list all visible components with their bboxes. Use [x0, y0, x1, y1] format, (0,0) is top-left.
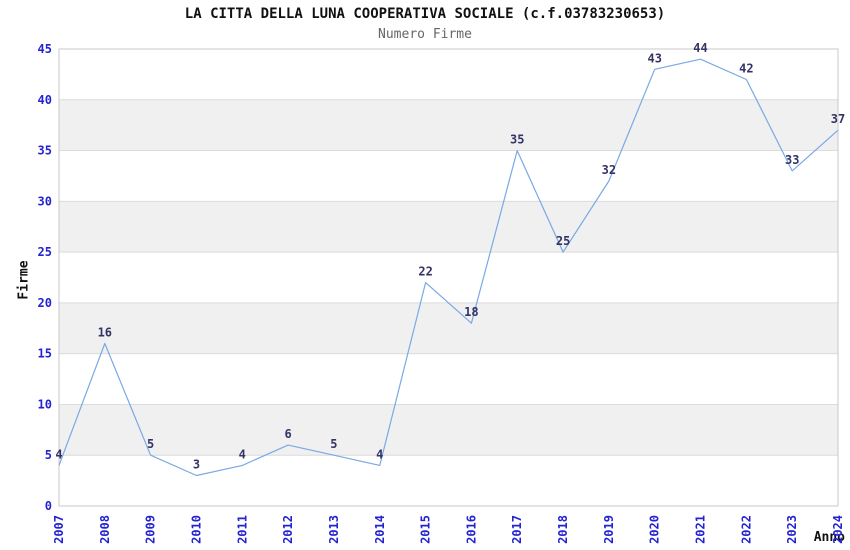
- x-tick-label: 2014: [373, 515, 387, 544]
- data-point-label: 4: [376, 447, 383, 461]
- x-tick-label: 2011: [235, 515, 249, 544]
- y-tick-label: 40: [38, 93, 52, 107]
- y-tick-label: 10: [38, 397, 52, 411]
- x-tick-label: 2021: [694, 515, 708, 544]
- x-tick-label: 2023: [785, 515, 799, 544]
- x-tick-label: 2024: [831, 515, 845, 544]
- y-tick-label: 25: [38, 245, 52, 259]
- y-tick-label: 20: [38, 296, 52, 310]
- data-point-label: 35: [510, 133, 524, 147]
- x-tick-label: 2008: [98, 515, 112, 544]
- y-tick-label: 45: [38, 42, 52, 56]
- plot-band: [59, 201, 838, 253]
- data-point-label: 18: [464, 305, 478, 319]
- data-point-label: 42: [739, 62, 753, 76]
- plot-band: [59, 404, 838, 456]
- data-point-label: 22: [418, 265, 432, 279]
- data-point-label: 4: [55, 447, 62, 461]
- data-point-label: 33: [785, 153, 799, 167]
- x-tick-label: 2016: [464, 515, 478, 544]
- x-tick-label: 2015: [419, 515, 433, 544]
- plot-band: [59, 302, 838, 354]
- data-point-label: 16: [98, 326, 112, 340]
- x-tick-label: 2013: [327, 515, 341, 544]
- x-tick-label: 2022: [739, 515, 753, 544]
- x-tick-label: 2007: [52, 515, 66, 544]
- data-line: [58, 58, 839, 477]
- data-point-label: 32: [602, 163, 616, 177]
- data-point-label: 43: [647, 51, 661, 65]
- y-tick-label: 5: [45, 448, 52, 462]
- y-tick-label: 30: [38, 194, 52, 208]
- x-tick-label: 2020: [648, 515, 662, 544]
- x-axis-label: Anno: [813, 530, 845, 545]
- x-tick-label: 2017: [510, 515, 524, 544]
- x-tick-label: 2012: [281, 515, 295, 544]
- data-point-label: 4: [239, 447, 246, 461]
- plot-band: [59, 99, 838, 151]
- chart-subtitle: Numero Firme: [378, 27, 472, 42]
- x-tick-label: 2018: [556, 515, 570, 544]
- x-tick-label: 2019: [602, 515, 616, 544]
- data-point-label: 5: [147, 437, 154, 451]
- x-tick-label: 2009: [144, 515, 158, 544]
- chart-title: LA CITTA DELLA LUNA COOPERATIVA SOCIALE …: [184, 6, 666, 22]
- y-tick-label: 0: [45, 499, 52, 513]
- data-point-label: 37: [831, 112, 845, 126]
- data-point-label: 5: [330, 437, 337, 451]
- data-point-label: 3: [193, 458, 200, 472]
- plot-border: [58, 48, 839, 507]
- data-point-label: 25: [556, 234, 570, 248]
- data-point-label: 6: [284, 427, 291, 441]
- data-point-label: 44: [693, 41, 707, 55]
- y-tick-label: 35: [38, 144, 52, 158]
- y-tick-label: 15: [38, 347, 52, 361]
- x-tick-label: 2010: [189, 515, 203, 544]
